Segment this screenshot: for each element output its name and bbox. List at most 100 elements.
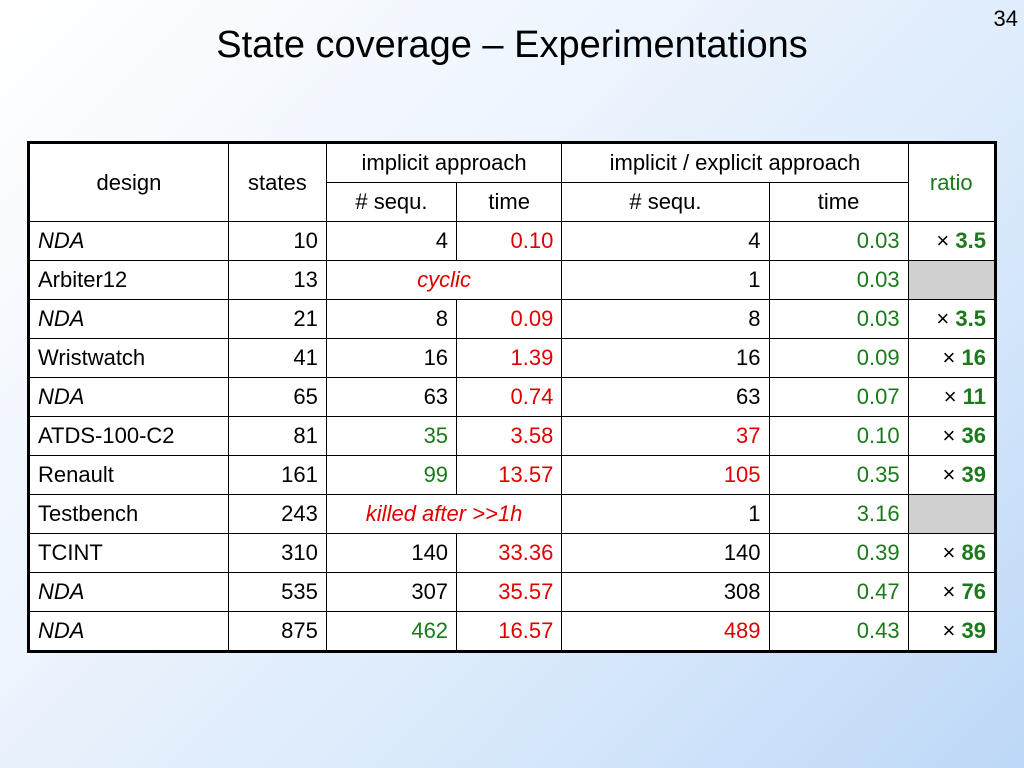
- cell-states: 535: [227, 572, 327, 612]
- cell-states: 81: [227, 416, 327, 456]
- cell-states: 310: [227, 533, 327, 573]
- times-symbol: ×: [942, 423, 956, 448]
- cell-ie-time: 0.07: [768, 377, 909, 417]
- cell-ratio: × 76: [907, 572, 997, 612]
- ratio-value: 86: [961, 540, 986, 565]
- cell-ie-time: 0.03: [768, 299, 909, 339]
- table-row: Wristwatch 41 16 1.39 16 0.09 × 16: [28, 338, 997, 378]
- table-row: TCINT 310 140 33.36 140 0.39 × 86: [28, 533, 997, 573]
- table-row: NDA 21 8 0.09 8 0.03 × 3.5: [28, 299, 997, 339]
- ratio-value: 16: [961, 345, 986, 370]
- table-row: NDA 10 4 0.10 4 0.03 × 3.5: [28, 221, 997, 261]
- times-symbol: ×: [936, 228, 950, 253]
- cell-design: NDA: [28, 572, 229, 612]
- cell-ie-sequ: 1: [561, 494, 770, 534]
- cell-ratio-empty: [907, 260, 997, 300]
- cell-imp-time: 0.10: [456, 221, 563, 261]
- cell-imp-sequ: 4: [325, 221, 458, 261]
- cell-ie-sequ: 16: [561, 338, 770, 378]
- header-ratio: ratio: [907, 142, 997, 222]
- cell-ratio: × 36: [907, 416, 997, 456]
- cell-ie-time: 0.03: [768, 260, 909, 300]
- times-symbol: ×: [942, 579, 956, 604]
- cell-ie-time: 0.10: [768, 416, 909, 456]
- cell-ie-sequ: 37: [561, 416, 770, 456]
- cell-states: 13: [227, 260, 327, 300]
- page-number: 34: [993, 6, 1018, 31]
- cell-ie-time: 0.47: [768, 572, 909, 612]
- cell-imp-time: 13.57: [456, 455, 563, 495]
- cell-imp-time: 33.36: [456, 533, 563, 573]
- header-implicit-explicit: implicit / explicit approach: [561, 142, 909, 183]
- cell-states: 875: [227, 611, 327, 652]
- times-symbol: ×: [943, 384, 957, 409]
- cell-ie-time: 0.39: [768, 533, 909, 573]
- cell-design: NDA: [28, 299, 229, 339]
- header-imp-sequ: # sequ.: [325, 182, 458, 222]
- cell-imp-sequ: 16: [325, 338, 458, 378]
- cell-states: 41: [227, 338, 327, 378]
- cell-states: 161: [227, 455, 327, 495]
- ratio-value: 76: [961, 579, 986, 604]
- table-row: NDA 65 63 0.74 63 0.07 × 11: [28, 377, 997, 417]
- cell-imp-sequ: 307: [325, 572, 458, 612]
- ratio-value: 3.5: [955, 228, 986, 253]
- times-symbol: ×: [942, 462, 956, 487]
- cell-states: 10: [227, 221, 327, 261]
- cell-imp-time: 3.58: [456, 416, 563, 456]
- table-row: ATDS-100-C2 81 35 3.58 37 0.10 × 36: [28, 416, 997, 456]
- cell-imp-time: 0.74: [456, 377, 563, 417]
- table-row: NDA 535 307 35.57 308 0.47 × 76: [28, 572, 997, 612]
- cell-implicit-note: killed after >>1h: [325, 494, 563, 534]
- cell-ie-time: 0.09: [768, 338, 909, 378]
- cell-ratio: × 3.5: [907, 221, 997, 261]
- cell-ie-sequ: 4: [561, 221, 770, 261]
- cell-design: TCINT: [28, 533, 229, 573]
- cell-ratio-empty: [907, 494, 997, 534]
- cell-design: Arbiter12: [28, 260, 229, 300]
- cell-states: 65: [227, 377, 327, 417]
- header-design: design: [28, 142, 229, 222]
- cell-implicit-note: cyclic: [325, 260, 563, 300]
- header-ie-sequ: # sequ.: [561, 182, 770, 222]
- cell-ie-sequ: 8: [561, 299, 770, 339]
- ratio-value: 39: [961, 618, 986, 643]
- cell-imp-sequ: 63: [325, 377, 458, 417]
- times-symbol: ×: [936, 306, 950, 331]
- cell-ie-sequ: 63: [561, 377, 770, 417]
- ratio-value: 39: [961, 462, 986, 487]
- cell-states: 243: [227, 494, 327, 534]
- cell-design: NDA: [28, 221, 229, 261]
- times-symbol: ×: [942, 345, 956, 370]
- cell-ie-time: 3.16: [768, 494, 909, 534]
- header-ie-time: time: [768, 182, 909, 222]
- cell-imp-time: 16.57: [456, 611, 563, 652]
- cell-ratio: × 86: [907, 533, 997, 573]
- table-row: Renault 161 99 13.57 105 0.35 × 39: [28, 455, 997, 495]
- cell-ie-sequ: 1: [561, 260, 770, 300]
- header-states: states: [227, 142, 327, 222]
- cell-ratio: × 39: [907, 455, 997, 495]
- cell-imp-time: 1.39: [456, 338, 563, 378]
- cell-design: Wristwatch: [28, 338, 229, 378]
- cell-ie-sequ: 489: [561, 611, 770, 652]
- table-row: NDA 875 462 16.57 489 0.43 × 39: [28, 611, 997, 652]
- cell-imp-sequ: 8: [325, 299, 458, 339]
- cell-ratio: × 11: [907, 377, 997, 417]
- slide-title: State coverage – Experimentations: [216, 24, 808, 66]
- cell-ratio: × 16: [907, 338, 997, 378]
- cell-ie-sequ: 140: [561, 533, 770, 573]
- cell-imp-time: 0.09: [456, 299, 563, 339]
- cell-design: ATDS-100-C2: [28, 416, 229, 456]
- table-row: Testbench 243 killed after >>1h 1 3.16: [28, 494, 997, 534]
- cell-ie-time: 0.43: [768, 611, 909, 652]
- cell-imp-sequ: 140: [325, 533, 458, 573]
- header-imp-time: time: [456, 182, 563, 222]
- ratio-value: 11: [962, 384, 986, 409]
- cell-imp-time: 35.57: [456, 572, 563, 612]
- results-table: design states implicit approach implicit…: [27, 141, 997, 653]
- cell-design: Testbench: [28, 494, 229, 534]
- ratio-value: 3.5: [955, 306, 986, 331]
- cell-ie-sequ: 308: [561, 572, 770, 612]
- cell-imp-sequ: 99: [325, 455, 458, 495]
